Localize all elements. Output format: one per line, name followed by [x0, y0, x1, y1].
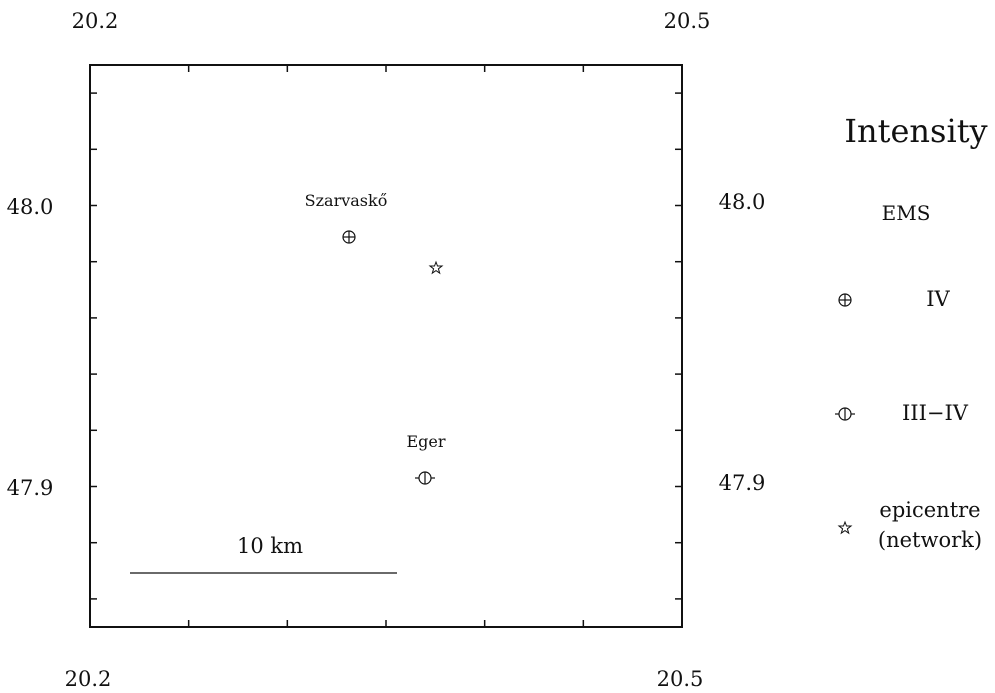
lat-label-left-upper: 48.0 [7, 195, 54, 219]
scale-bar-label: 10 km [237, 534, 303, 558]
lon-label-top-left: 20.2 [72, 9, 119, 33]
lat-label-right-lower: 47.9 [719, 471, 766, 495]
legend-star-icon [837, 520, 853, 535]
legend-label-iii-iv: III−IV [902, 401, 969, 425]
lat-label-right-upper: 48.0 [719, 190, 766, 214]
place-label-szarvasko: Szarvaskő [305, 191, 388, 210]
lat-label-left-lower: 47.9 [7, 476, 54, 500]
legend-circle-bar-icon [835, 407, 855, 421]
legend-title: Intensity [844, 112, 987, 150]
legend-label-iv: IV [926, 287, 950, 311]
star-icon [428, 260, 444, 275]
legend-circle-plus-icon [838, 293, 852, 307]
legend-label-network: (network) [878, 528, 982, 552]
map-frame [89, 64, 683, 628]
legend-label-epicentre: epicentre [879, 498, 980, 522]
circle-bar-icon [415, 471, 435, 485]
legend-subtitle: EMS [882, 201, 931, 225]
lon-label-top-right: 20.5 [664, 9, 711, 33]
place-label-eger: Eger [406, 432, 445, 451]
circle-plus-icon [342, 230, 356, 244]
map-ticks [90, 65, 682, 627]
lon-label-bottom-right: 20.5 [657, 667, 704, 691]
lon-label-bottom-left: 20.2 [65, 667, 112, 691]
